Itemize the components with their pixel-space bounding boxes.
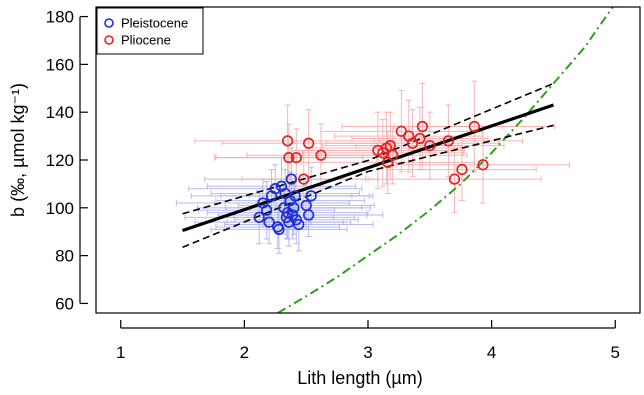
pliocene-point-0 (281, 135, 294, 147)
error-bars-layer (175, 80, 571, 254)
points-layer (253, 120, 489, 235)
pleistocene-point-22 (303, 209, 315, 221)
y-tick-label-160: 160 (46, 55, 74, 74)
pliocene-errorbar-20 (387, 137, 537, 202)
pleistocene-point-0 (253, 211, 265, 224)
pliocene-point-5 (315, 149, 327, 161)
plot-frame (95, 6, 641, 314)
y-tick-label-80: 80 (55, 247, 74, 266)
x-tick-label-3: 3 (363, 343, 372, 362)
pliocene-point-18 (442, 135, 455, 147)
pliocene-errorbar-22 (395, 126, 571, 204)
pliocene-point-16 (416, 120, 429, 133)
y-tick-label-60: 60 (55, 294, 74, 313)
pliocene-errorbar-14 (325, 109, 500, 178)
pleistocene-point-15 (285, 173, 297, 185)
x-tick-label-1: 1 (116, 343, 125, 362)
pleistocene-errorbar-2 (198, 181, 336, 240)
pliocene-point-4 (303, 137, 315, 149)
legend: Pleistocene Pliocene (96, 7, 204, 55)
legend-marker-pleistocene (104, 18, 114, 28)
legend-label-pleistocene: Pleistocene (121, 16, 188, 31)
x-tick-label-5: 5 (611, 343, 620, 362)
pleistocene-point-2 (260, 204, 273, 216)
pliocene-point-3 (298, 173, 310, 185)
pleistocene-point-18 (289, 190, 301, 202)
pleistocene-point-7 (273, 223, 285, 235)
confidence-lower-line (182, 124, 554, 248)
pliocene-errorbar-15 (351, 106, 489, 171)
pliocene-point-11 (387, 149, 399, 161)
pleistocene-errorbar-8 (206, 157, 357, 216)
pliocene-errorbar-12 (320, 90, 483, 173)
fit-lines-layer (182, 7, 614, 313)
pliocene-point-1 (283, 151, 295, 164)
pliocene-errorbar-21 (393, 80, 556, 173)
pleistocene-point-17 (288, 202, 300, 214)
pliocene-point-19 (448, 173, 461, 185)
y-tick-label-140: 140 (46, 103, 74, 122)
pliocene-point-22 (477, 159, 489, 171)
y-tick-label-120: 120 (46, 151, 74, 170)
axes-layer: 1 2 3 4 5 60 80 100 120 140 160 180 (46, 8, 620, 362)
green-curve (277, 7, 614, 313)
y-tick-label-180: 180 (46, 8, 74, 27)
x-tick-label-2: 2 (240, 343, 249, 362)
pliocene-point-15 (414, 132, 426, 145)
pliocene-point-20 (456, 163, 468, 176)
regression-line (182, 103, 554, 233)
pleistocene-point-20 (293, 218, 305, 231)
pleistocene-point-5 (269, 183, 281, 195)
legend-box (96, 7, 204, 55)
confidence-upper-line (182, 82, 554, 215)
y-tick-label-100: 100 (46, 199, 74, 218)
y-axis-label: b (‰, µmol kg⁻¹) (8, 83, 28, 217)
pliocene-errorbar-0 (194, 104, 381, 178)
pliocene-point-17 (424, 140, 436, 152)
pliocene-point-2 (290, 151, 302, 164)
pliocene-point-21 (468, 120, 480, 133)
legend-marker-pliocene (104, 35, 114, 45)
pleistocene-point-3 (263, 216, 275, 228)
legend-label-pliocene: Pliocene (121, 33, 171, 48)
x-tick-label-4: 4 (487, 343, 496, 362)
x-axis-label: Lith length (µm) (297, 368, 422, 388)
pliocene-errorbar-19 (367, 145, 542, 214)
pleistocene-point-23 (305, 190, 317, 202)
